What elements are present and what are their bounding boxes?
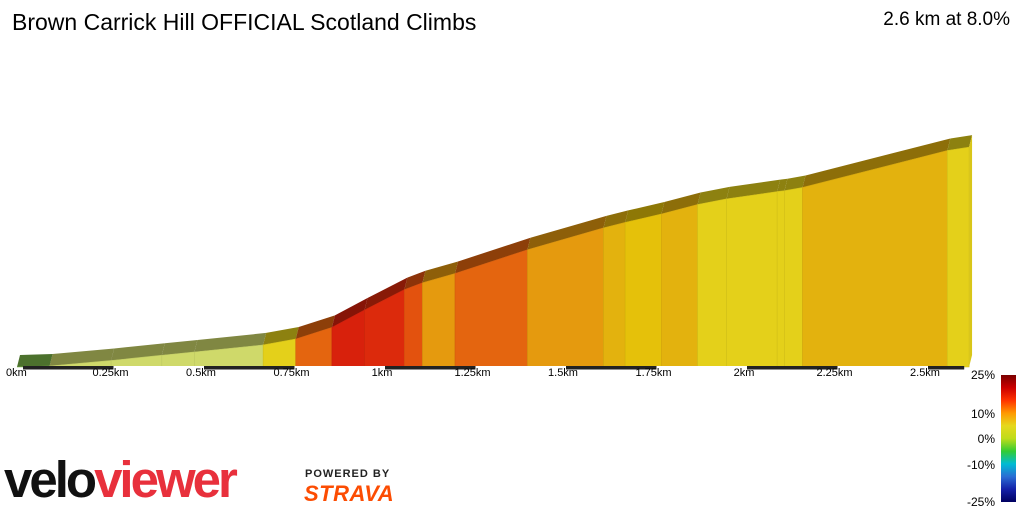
- x-tick-label: 1km: [372, 367, 393, 379]
- x-tick-label: 1.25km: [454, 367, 490, 379]
- elevation-profile-chart: 0km 0.25km 0.5km 0.75km 1km 1.25km 1.5km 1.75km…: [6, 135, 973, 379]
- segment-face-14: [624, 213, 662, 368]
- segment-top-15: [661, 192, 701, 215]
- x-tick-label: 0.5km: [186, 367, 216, 379]
- scale-bar-1: [113, 366, 204, 370]
- x-tick-label: 2.25km: [816, 367, 852, 379]
- legend-label-minus-25: -25%: [966, 495, 995, 509]
- x-tick-label: 0km: [6, 367, 27, 379]
- segment-face-9: [404, 282, 423, 368]
- segment-top-12: [527, 215, 607, 250]
- climb-summary: 2.6 km at 8.0%: [883, 9, 1010, 30]
- x-tick-label: 0.75km: [273, 367, 309, 379]
- profile-end-cap: [969, 135, 973, 367]
- strava-logo[interactable]: STRAVA: [304, 481, 395, 506]
- legend-label-minus-10: -10%: [966, 458, 995, 472]
- scale-bar-8: [747, 366, 838, 370]
- segment-top-6: [295, 315, 335, 339]
- logo-viewer: viewer: [94, 451, 238, 508]
- segment-top-21: [947, 135, 973, 151]
- segment-top-10: [422, 261, 459, 283]
- legend-label-25: 25%: [970, 368, 995, 382]
- scale-bar-5: [475, 366, 566, 370]
- segment-face-19: [784, 187, 803, 368]
- logo-velo: velo: [4, 451, 97, 508]
- scale-bar-6: [566, 366, 657, 370]
- segment-face-20: [802, 150, 948, 368]
- segment-top-4: [194, 332, 267, 352]
- segment-top-11: [455, 237, 531, 274]
- veloviewer-logo[interactable]: veloviewer: [4, 451, 238, 508]
- segment-top-17: [726, 179, 781, 199]
- legend-label-0: 0%: [977, 432, 995, 446]
- segment-face-17: [726, 191, 778, 368]
- segment-top-9: [404, 270, 426, 290]
- powered-by-label: POWERED BY: [305, 468, 391, 480]
- gradient-legend-bar: [1001, 375, 1016, 502]
- segment-top-20: [802, 138, 951, 188]
- segment-top-14: [625, 202, 665, 223]
- x-tick-label: 0.25km: [92, 367, 128, 379]
- segment-top-18: [777, 178, 788, 192]
- scale-bar-9: [837, 366, 928, 370]
- x-tick-label: 1.5km: [548, 367, 578, 379]
- x-tick-label: 2km: [734, 367, 755, 379]
- scale-bar-7: [656, 366, 747, 370]
- segment-top-3: [161, 339, 198, 356]
- legend-label-10: 10%: [970, 407, 995, 421]
- scale-bar-3: [294, 366, 385, 370]
- segment-top-0: [17, 353, 53, 367]
- segment-top-8: [364, 277, 408, 310]
- page-title: Brown Carrick Hill OFFICIAL Scotland Cli…: [12, 9, 477, 35]
- scale-bar-2: [204, 366, 295, 370]
- segment-top-7: [331, 297, 368, 328]
- segment-top-13: [603, 210, 629, 228]
- scale-bar-0: [23, 366, 114, 370]
- segment-face-12: [527, 227, 604, 368]
- segment-face-21: [947, 146, 970, 368]
- x-tick-label: 2.5km: [910, 367, 940, 379]
- segment-top-19: [784, 175, 806, 191]
- segment-face-10: [422, 273, 456, 368]
- segment-face-16: [697, 198, 727, 368]
- segment-top-16: [697, 186, 730, 205]
- segment-face-15: [661, 204, 698, 368]
- segment-top-5: [263, 327, 299, 345]
- segment-face-18: [776, 190, 785, 368]
- segment-face-13: [603, 222, 626, 368]
- scale-bar-4: [385, 366, 476, 370]
- scale-bar-10: [928, 366, 965, 370]
- x-tick-label: 1.75km: [635, 367, 671, 379]
